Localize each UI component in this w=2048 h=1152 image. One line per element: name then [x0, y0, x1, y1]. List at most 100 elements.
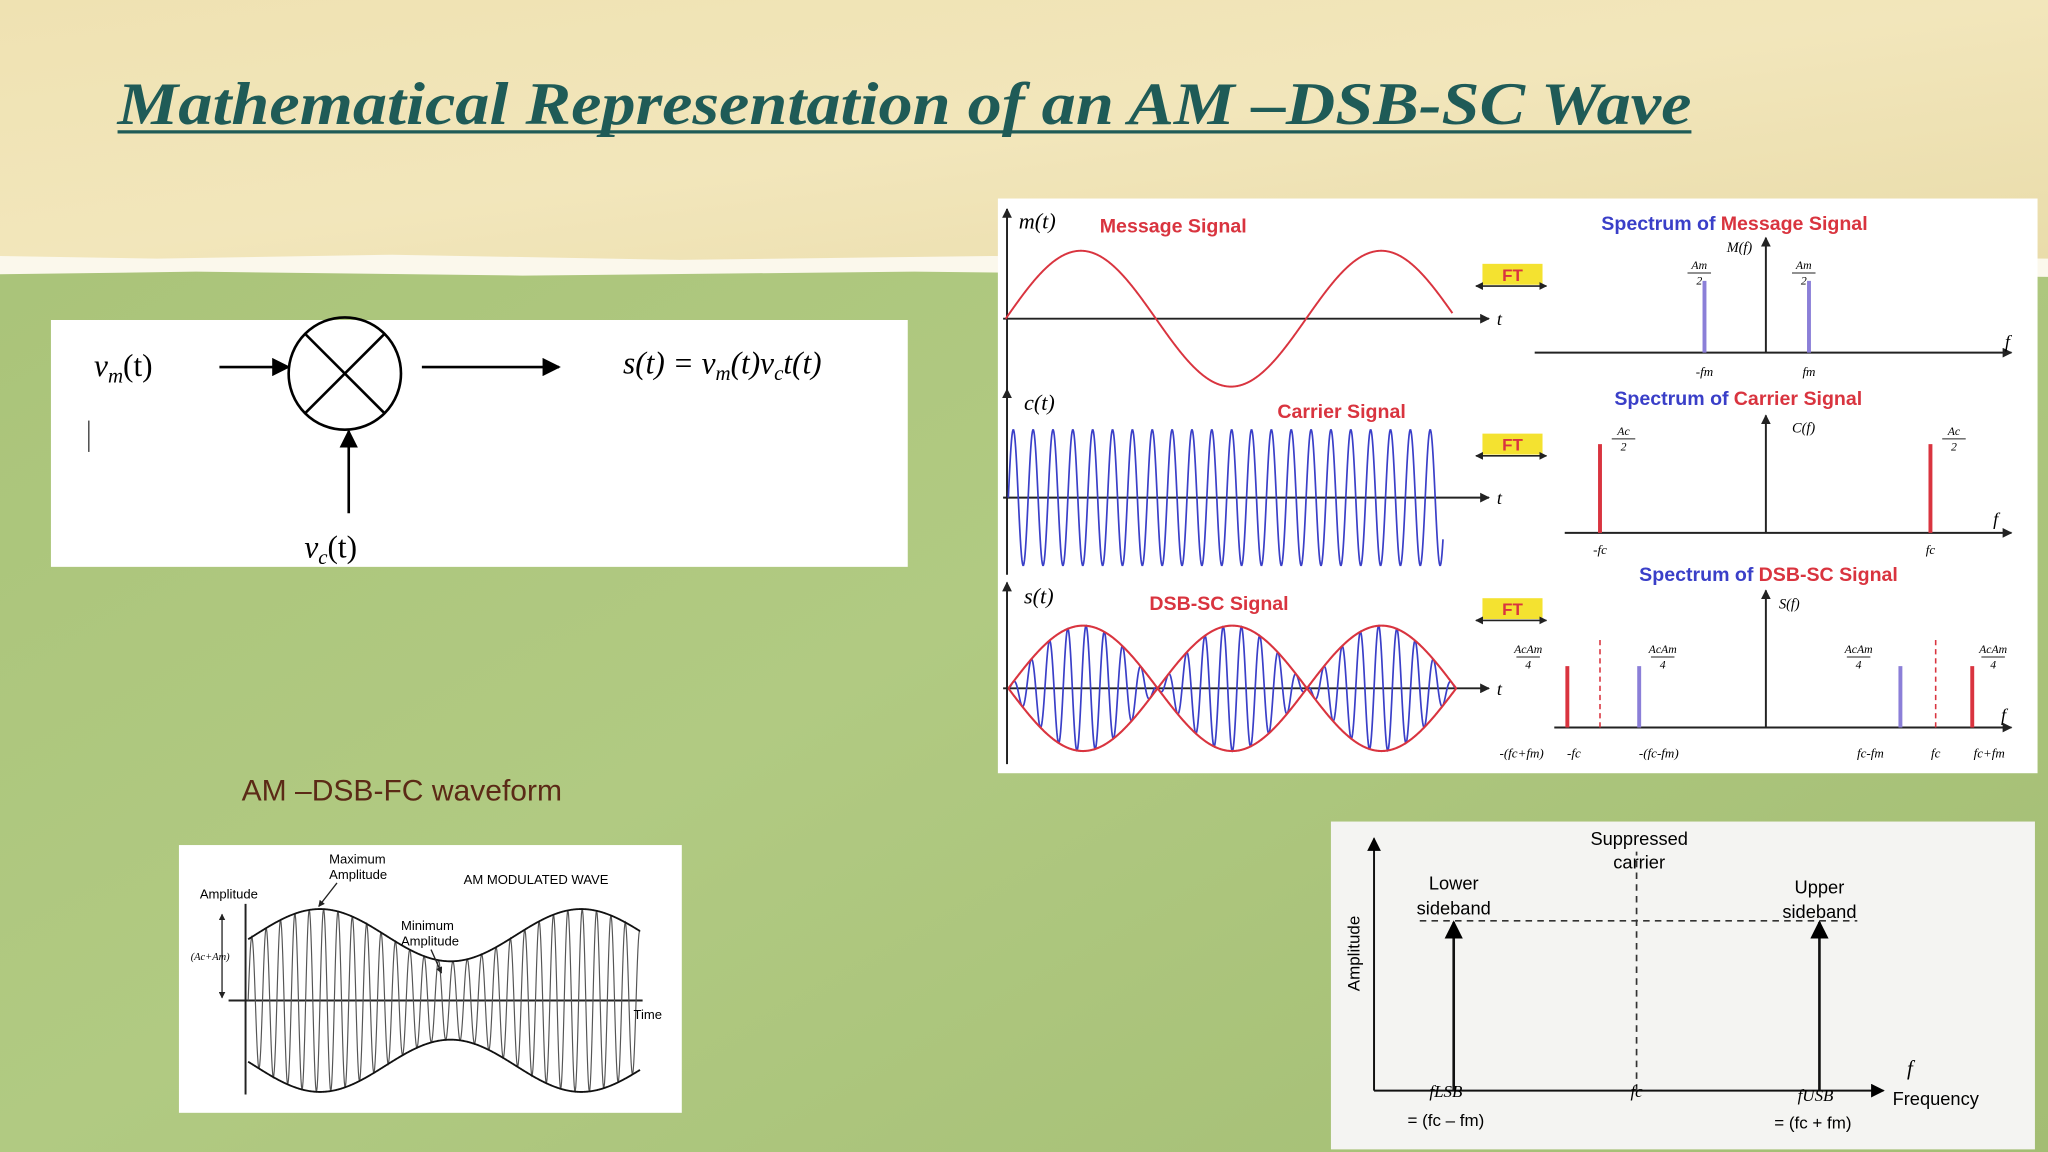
- signal-title: DSB-SC Signal: [1149, 593, 1288, 615]
- annotation: Suppressed: [1590, 828, 1687, 849]
- annotation: Amplitude: [401, 934, 459, 949]
- output-expression: s(t) = vm(t)vct(t): [623, 346, 822, 386]
- amplitude-denominator: 2: [1621, 441, 1627, 454]
- axis-label: Frequency: [1893, 1088, 1980, 1109]
- spectrum-label: M(f): [1726, 240, 1753, 256]
- amplitude-numerator: AcAm: [1844, 643, 1873, 656]
- spectrum-title-prefix: Spectrum of: [1639, 564, 1754, 586]
- ft-label: FT: [1502, 436, 1523, 455]
- spectrum-title-signal: Carrier Signal: [1734, 388, 1862, 410]
- frequency-tick: -(fc-fm): [1639, 746, 1679, 761]
- time-axis-label: t: [1497, 488, 1503, 508]
- amplitude-numerator: Ac: [1947, 425, 1961, 438]
- spectrum-title-prefix: Spectrum of: [1614, 388, 1729, 410]
- annotation: Lower: [1429, 872, 1479, 893]
- frequency-tick: fc: [1926, 542, 1936, 557]
- annotation: sideband: [1417, 897, 1491, 918]
- frequency-expression: = (fc – fm): [1407, 1111, 1484, 1130]
- amplitude-numerator: AcAm: [1513, 643, 1542, 656]
- am-wave: [247, 908, 641, 1093]
- frequency-label: fc: [1630, 1082, 1643, 1101]
- ft-label: FT: [1502, 266, 1523, 285]
- amplitude-denominator: 4: [1990, 659, 1996, 672]
- carrier-label: vc(t): [304, 530, 357, 570]
- frequency-axis-label: f: [1993, 509, 2001, 529]
- am-envelope: [247, 908, 641, 963]
- annotation: Minimum: [401, 918, 454, 933]
- amplitude-numerator: Am: [1795, 259, 1812, 272]
- spectrum-title-signal: Message Signal: [1721, 213, 1868, 235]
- frequency-tick: fm: [1802, 364, 1815, 379]
- signal-label: s(t): [1024, 583, 1054, 608]
- multiplier-cross: [304, 333, 385, 414]
- amplitude-numerator: Ac: [1616, 425, 1630, 438]
- annotation: sideband: [1782, 901, 1856, 922]
- am-envelope: [247, 1038, 641, 1093]
- axis-label: Amplitude: [200, 887, 258, 902]
- amplitude-numerator: AcAm: [1978, 643, 2007, 656]
- time-axis-label: t: [1497, 679, 1503, 699]
- annotation-arrow: [318, 882, 338, 907]
- amplitude-denominator: 2: [1951, 441, 1957, 454]
- signal-title: Carrier Signal: [1277, 401, 1405, 423]
- block-diagram-panel: [50, 320, 908, 567]
- spectrum-title: Spectrum of Carrier Signal: [1614, 388, 1862, 410]
- signal-label: c(t): [1024, 390, 1055, 415]
- carrier-wave: [1007, 429, 1444, 567]
- amplitude-denominator: 2: [1696, 275, 1702, 288]
- frequency-label: fUSB: [1798, 1086, 1834, 1105]
- annotation: (Ac+Am): [191, 952, 230, 963]
- ft-tag: [1482, 433, 1543, 455]
- amplitude-numerator: AcAm: [1648, 643, 1677, 656]
- dsb-envelope: [1007, 624, 1458, 753]
- annotation-arrow: [430, 949, 443, 974]
- annotation: carrier: [1613, 852, 1665, 873]
- frequency-tick: -fm: [1696, 364, 1713, 379]
- axis-label: Time: [633, 1007, 662, 1022]
- dsb-sc-figure: t t t m(t) Message Signal c(t) Carrier Signal s…: [997, 198, 2038, 774]
- message-wave: [1004, 249, 1454, 388]
- frequency-tick: -(fc+fm): [1499, 746, 1543, 761]
- signal-label: m(t): [1019, 209, 1056, 234]
- spectrum-title: Spectrum of DSB-SC Signal: [1639, 564, 1898, 586]
- frequency-symbol: f: [1907, 1056, 1916, 1080]
- frequency-tick: -fc: [1593, 542, 1607, 557]
- spectrum-label: C(f): [1792, 420, 1815, 436]
- spectrum-title: Spectrum of Message Signal: [1601, 213, 1867, 235]
- amplitude-denominator: 4: [1525, 659, 1531, 672]
- signal-title: Message Signal: [1100, 215, 1247, 237]
- spectrum-figure: Amplitude Suppressed carrier Lower sideband U…: [1330, 821, 2035, 1150]
- axis-label: Amplitude: [1345, 916, 1364, 991]
- waveform-caption: AM –DSB-FC waveform: [242, 775, 562, 808]
- time-axis-label: t: [1497, 309, 1503, 329]
- frequency-label: fLSB: [1429, 1082, 1462, 1101]
- figure-title: AM MODULATED WAVE: [464, 872, 609, 887]
- annotation: Maximum: [329, 851, 386, 866]
- amplitude-denominator: 4: [1856, 659, 1862, 672]
- figure-panel: [1330, 821, 2035, 1150]
- frequency-tick: fc: [1931, 746, 1941, 761]
- dsb-envelope: [1007, 624, 1458, 753]
- frequency-expression: = (fc + fm): [1774, 1113, 1851, 1132]
- frequency-axis-label: f: [2005, 331, 2013, 351]
- frequency-tick: -fc: [1567, 746, 1581, 761]
- frequency-tick: fc-fm: [1857, 746, 1884, 761]
- amplitude-numerator: Am: [1690, 259, 1707, 272]
- ft-tag: [1482, 598, 1543, 620]
- spectrum-label: S(f): [1779, 597, 1800, 613]
- block-diagram: vm(t) vc(t) s(t) = vm(t)vct(t): [50, 316, 908, 570]
- annotation: Upper: [1795, 876, 1845, 897]
- spectrum-title-signal: DSB-SC Signal: [1759, 564, 1898, 586]
- slide-title: Mathematical Representation of an AM –DS…: [116, 70, 1691, 137]
- frequency-axis-label: f: [2001, 705, 2009, 725]
- frequency-tick: fc+fm: [1974, 746, 2005, 761]
- spectrum-title-prefix: Spectrum of: [1601, 213, 1716, 235]
- amplitude-denominator: 2: [1801, 275, 1807, 288]
- input-label: vm(t): [94, 348, 153, 388]
- annotation: Amplitude: [329, 867, 387, 882]
- ft-tag: [1482, 263, 1543, 285]
- amplitude-denominator: 4: [1660, 659, 1666, 672]
